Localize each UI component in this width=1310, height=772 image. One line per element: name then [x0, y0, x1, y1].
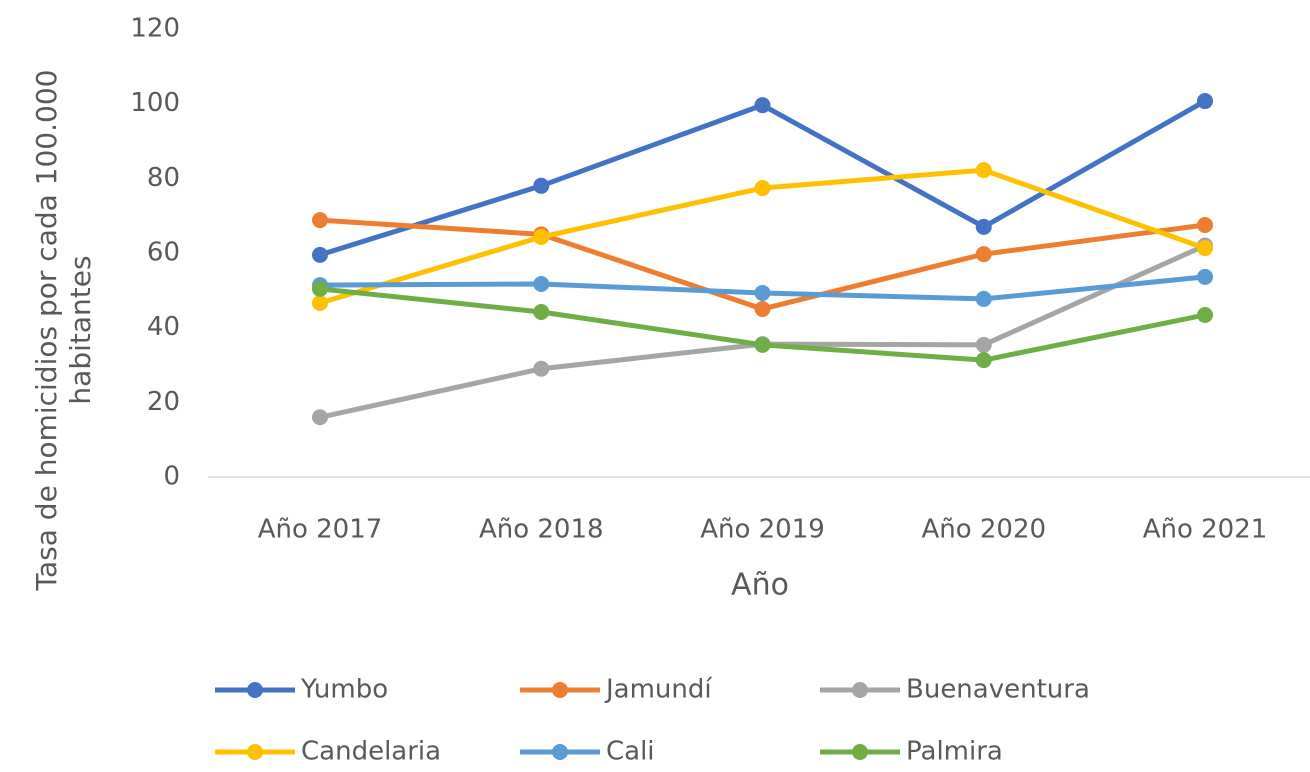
y-tick-label: 100 [130, 88, 180, 118]
y-tick-label: 20 [147, 387, 180, 417]
data-point [754, 97, 771, 114]
data-point [533, 360, 550, 377]
data-point [533, 177, 550, 194]
data-point [754, 284, 771, 301]
x-tick-label: Año 2019 [700, 515, 825, 545]
legend-label: Candelaria [301, 737, 441, 767]
data-point [975, 352, 992, 369]
y-axis-title: Tasa de homicidios por cada 100.000 habi… [30, 70, 97, 592]
data-point [754, 180, 771, 197]
data-point [1197, 93, 1213, 110]
y-tick-label: 60 [147, 238, 180, 268]
data-point [1197, 306, 1213, 323]
data-point [533, 228, 550, 245]
data-point [312, 212, 328, 229]
x-tick-label: Año 2020 [921, 515, 1046, 545]
y-tick-label: 120 [130, 14, 180, 44]
series-line [319, 243, 1207, 420]
legend-marker [247, 682, 263, 698]
x-axis-title: Año [731, 568, 789, 603]
legend-label: Yumbo [300, 675, 388, 705]
data-point [975, 162, 992, 179]
legend-label: Cali [606, 737, 655, 767]
legend-label: Jamundí [604, 675, 712, 705]
data-point [754, 336, 771, 353]
legend-label: Buenaventura [906, 675, 1090, 705]
data-point [533, 275, 550, 292]
legend-label: Palmira [906, 737, 1003, 767]
data-point [1197, 217, 1213, 233]
data-point [975, 336, 992, 353]
data-point [754, 301, 771, 317]
data-point [975, 246, 992, 263]
y-tick-label: 40 [147, 312, 180, 342]
legend-marker [552, 682, 568, 698]
data-point [975, 290, 992, 307]
x-tick-label: Año 2021 [1143, 515, 1268, 545]
y-axis-title-line: habitantes [64, 255, 97, 404]
data-point [312, 295, 328, 312]
data-point [312, 280, 328, 297]
data-point [1197, 240, 1213, 257]
legend-marker [247, 744, 263, 760]
x-tick-label: Año 2018 [479, 515, 604, 545]
y-axis-title-line: Tasa de homicidios por cada 100.000 [30, 70, 63, 592]
legend-marker [852, 744, 868, 760]
series-line [319, 98, 1207, 258]
legend-marker [852, 682, 868, 698]
data-point [1197, 268, 1213, 285]
y-tick-label: 0 [163, 462, 180, 492]
data-point [975, 218, 992, 235]
y-tick-label: 80 [147, 163, 180, 193]
data-point [533, 303, 550, 320]
legend-marker [552, 744, 568, 760]
data-point [312, 246, 328, 263]
x-tick-label: Año 2017 [258, 515, 383, 545]
data-point [312, 409, 328, 426]
